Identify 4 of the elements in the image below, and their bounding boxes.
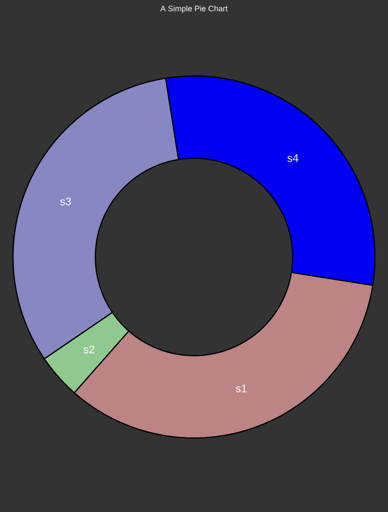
slice-label: s4 [287,154,298,162]
slice-label: s3 [60,198,71,206]
slice-label: s2 [84,346,94,354]
slice-label: s1 [236,384,247,392]
